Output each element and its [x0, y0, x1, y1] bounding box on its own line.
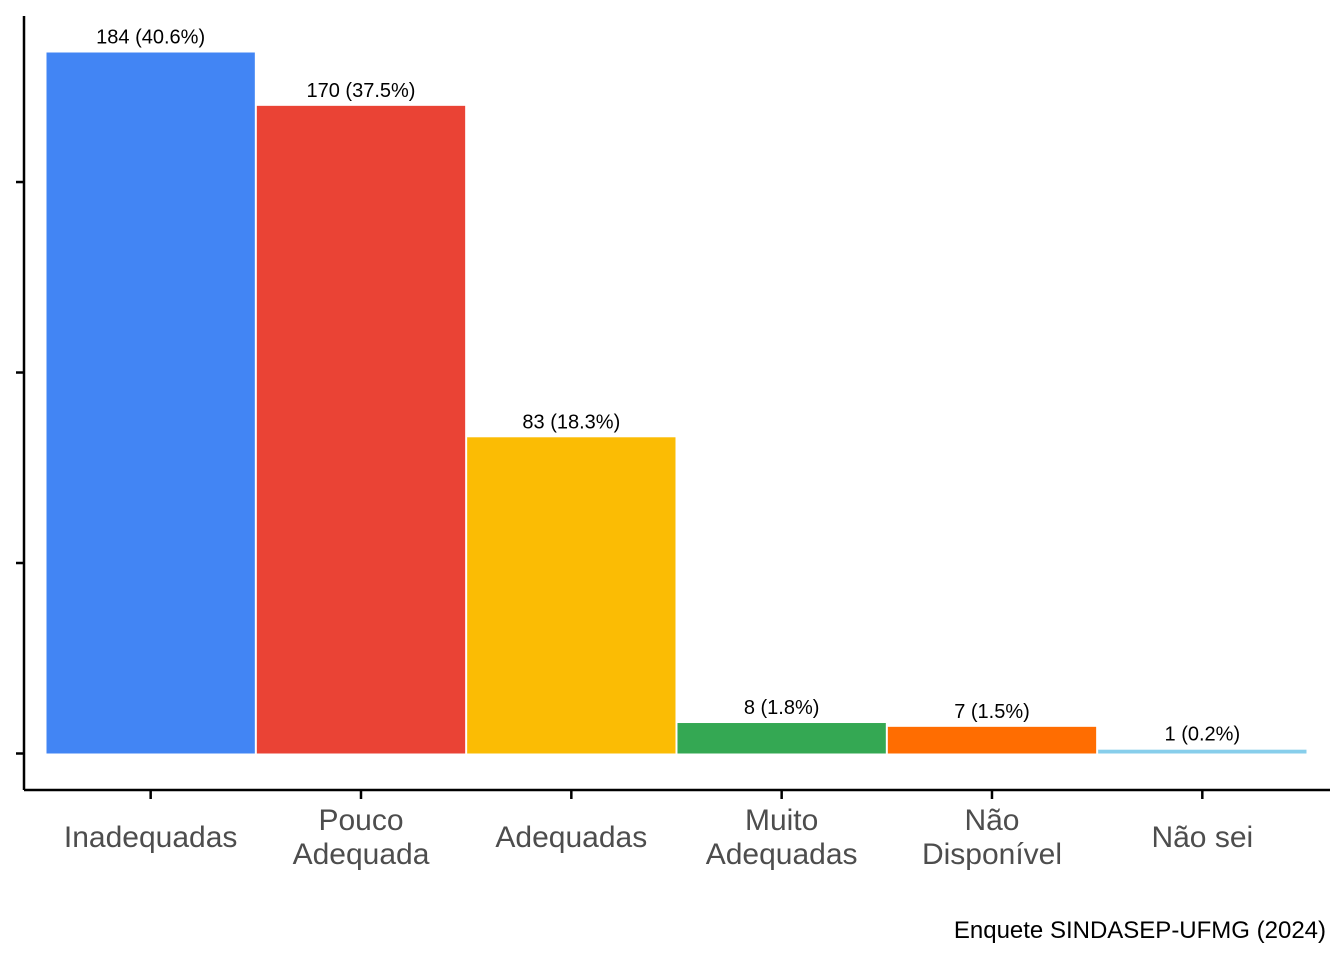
bar-value-label-4: 7 (1.5%): [954, 701, 1030, 723]
category-label-0: Inadequadas: [64, 821, 238, 854]
category-label-1-line-0: Pouco: [318, 804, 403, 837]
bar-4: [887, 726, 1097, 754]
category-label-3-line-1: Adequadas: [706, 838, 858, 871]
category-label-4-line-0: Não: [964, 804, 1019, 837]
bar-3: [677, 723, 886, 754]
bar-1: [256, 105, 466, 754]
bar-value-label-0: 184 (40.6%): [96, 27, 205, 49]
category-label-2: Adequadas: [495, 821, 647, 854]
category-label-4-line-1: Disponível: [922, 838, 1062, 871]
category-labels-group: InadequadasPoucoAdequadaAdequadasMuitoAd…: [64, 804, 1253, 871]
bar-value-label-1: 170 (37.5%): [307, 80, 416, 102]
bar-0: [46, 52, 255, 754]
caption: Enquete SINDASEP-UFMG (2024): [954, 917, 1326, 944]
bar-labels-group: 184 (40.6%) 170 (37.5%) 83 (18.3%) 8 (1.8%)…: [96, 27, 1240, 746]
bars-group: [46, 52, 1307, 754]
bar-value-label-3: 8 (1.8%): [744, 697, 820, 719]
axis-ticks: [16, 180, 1204, 799]
category-label-3-line-0: Muito: [745, 804, 818, 837]
category-label-1-line-1: Adequada: [293, 838, 430, 871]
bar-value-label-2: 83 (18.3%): [522, 411, 620, 433]
bar-value-label-5: 1 (0.2%): [1165, 724, 1241, 746]
category-label-5: Não sei: [1151, 821, 1253, 854]
bar-2: [467, 437, 676, 754]
bar-5: [1098, 749, 1307, 754]
